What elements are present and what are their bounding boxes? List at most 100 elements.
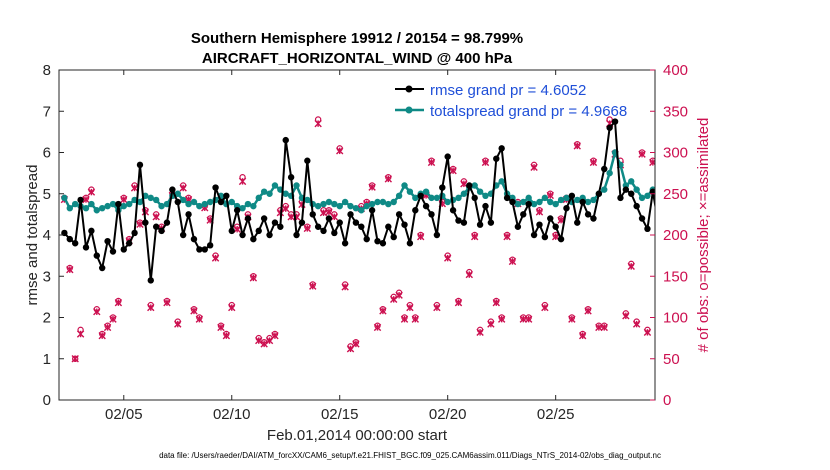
obs-possible-point <box>801 150 806 155</box>
obs-assimilated-point <box>390 295 398 304</box>
y-right-tick-label: 350 <box>663 103 688 120</box>
rmse-point <box>185 211 192 218</box>
obs-assimilated-stroke <box>817 313 823 319</box>
rmse-point <box>217 198 225 206</box>
totalspread-point <box>638 194 646 202</box>
rmse-point <box>493 155 500 162</box>
rmse-point <box>320 227 327 235</box>
obs-assimilated-point <box>725 151 731 157</box>
chart-title-line2: AIRCRAFT_HORIZONTAL_WIND @ 400 hPa <box>202 50 513 67</box>
obs-assimilated-stroke <box>806 225 812 231</box>
obs-assimilated-stroke <box>677 209 683 215</box>
totalspread-point <box>255 194 262 202</box>
rmse-point <box>449 207 457 214</box>
rmse-point <box>250 235 257 243</box>
obs-assimilated-point <box>595 323 603 332</box>
rmse-point <box>379 240 387 247</box>
rmse-point <box>471 194 478 202</box>
totalspread-point <box>368 200 376 208</box>
totalspread-point <box>644 192 651 200</box>
obs-assimilated-point <box>524 315 533 323</box>
obs-possible-point <box>656 199 661 204</box>
obs-assimilated-stroke <box>790 164 796 170</box>
obs-assimilated-point <box>341 283 349 291</box>
obs-assimilated-point <box>584 307 592 315</box>
obs-assimilated-stroke <box>747 321 753 327</box>
totalspread-point <box>574 196 581 204</box>
totalspread-point <box>714 98 720 104</box>
rmse-point <box>374 237 381 245</box>
y-left-tick-label: 7 <box>43 103 51 120</box>
rmse-point <box>277 223 284 230</box>
y-axis-left-ticks: 0 1 2 3 4 5 6 7 8 <box>43 62 64 409</box>
obs-possible-point <box>818 311 823 316</box>
rmse-point <box>741 178 747 184</box>
rmse-point <box>125 240 133 247</box>
obs-assimilated-stroke <box>725 151 731 157</box>
rmse-point <box>768 207 774 213</box>
rmse-point <box>536 221 543 228</box>
y-left-tick-label: 2 <box>43 310 51 327</box>
obs-assimilated-point <box>147 303 155 312</box>
rmse-point <box>196 246 203 253</box>
obs-assimilated-point <box>368 183 376 191</box>
obs-assimilated-stroke <box>720 192 726 198</box>
obs-assimilated-point <box>249 274 258 282</box>
rmse-point <box>401 221 408 228</box>
rmse-point <box>136 161 144 169</box>
rmse-point <box>731 207 737 213</box>
rmse-point <box>714 141 720 147</box>
totalspread-point <box>412 194 419 202</box>
rmse-point <box>314 223 322 230</box>
obs-possible-point <box>758 282 763 287</box>
rmse-point <box>385 223 392 230</box>
obs-assimilated-point <box>497 315 506 323</box>
obs-assimilated-point <box>222 331 231 340</box>
obs-assimilated-point <box>747 321 753 327</box>
rmse-point <box>131 229 138 237</box>
obs-possible-point <box>780 323 785 328</box>
rmse-point <box>282 136 289 144</box>
obs-assimilated-point <box>638 150 646 158</box>
totalspread-point <box>325 198 333 206</box>
totalspread-point <box>655 195 661 201</box>
totalspread-point <box>422 188 430 195</box>
obs-assimilated-point <box>741 225 747 231</box>
rmse-point <box>563 204 570 212</box>
totalspread-point <box>731 199 737 205</box>
obs-assimilated-point <box>752 266 758 272</box>
obs-assimilated-point <box>460 180 468 188</box>
rmse-point <box>752 215 758 221</box>
totalspread-point <box>530 200 538 208</box>
rmse-point <box>725 153 731 159</box>
rmse-point <box>747 209 753 215</box>
totalspread-point <box>541 194 549 202</box>
obs-assimilated-stroke <box>790 164 796 170</box>
rmse-point <box>77 196 84 204</box>
obs-assimilated-point <box>66 265 74 274</box>
obs-assimilated-point <box>812 151 818 157</box>
rmse-point <box>417 192 424 200</box>
obs-possible-point <box>753 265 758 270</box>
obs-assimilated-point <box>309 282 317 290</box>
totalspread-point <box>304 196 311 204</box>
obs-assimilated-point <box>211 254 220 262</box>
rmse-point <box>433 231 441 239</box>
totalspread-point <box>812 205 818 211</box>
x-tick-label: 02/25 <box>537 406 575 423</box>
obs-assimilated-point <box>400 315 409 323</box>
obs-assimilated-stroke <box>822 230 828 236</box>
totalspread-point <box>584 198 592 206</box>
totalspread-point <box>590 196 597 204</box>
obs-count-markers <box>60 116 828 363</box>
rmse-point <box>498 145 505 152</box>
totalspread-point <box>741 182 747 188</box>
obs-assimilated-point <box>714 266 720 272</box>
totalspread-point <box>88 200 95 208</box>
rmse-point <box>120 246 127 253</box>
rmse-point <box>239 231 246 239</box>
obs-assimilated-stroke <box>660 337 666 343</box>
obs-assimilated-stroke <box>736 196 742 202</box>
rmse-point <box>179 231 187 239</box>
